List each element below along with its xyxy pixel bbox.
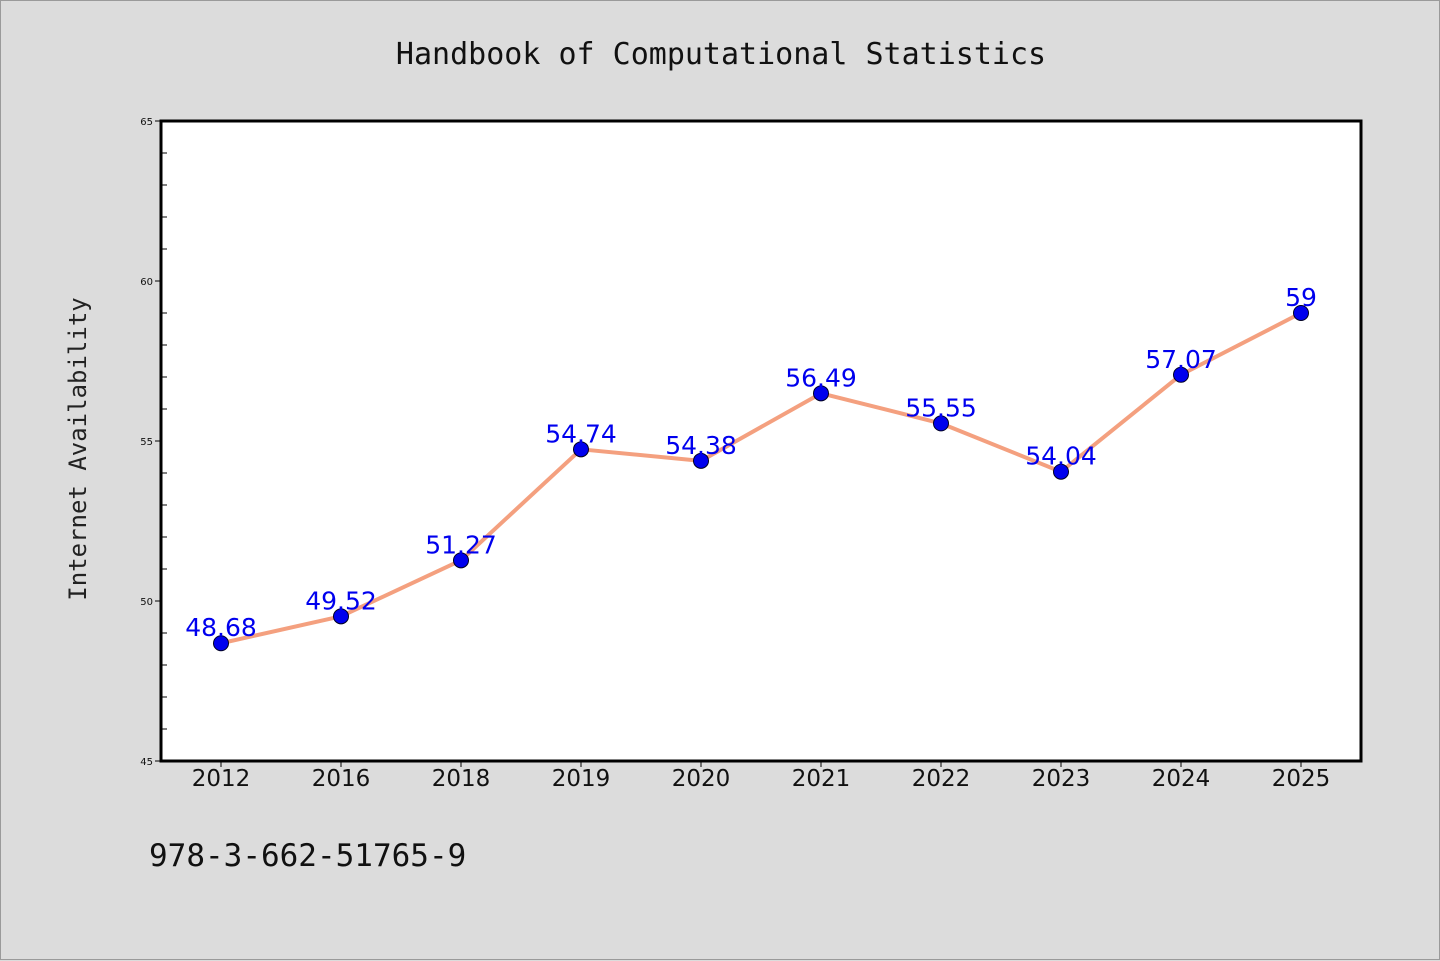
y-tick-label: 55 <box>140 437 153 448</box>
y-tick-label: 60 <box>140 277 153 288</box>
label-layer: 48.68 49.52 51.27 54.74 54.38 56.49 55.55 54.04… <box>185 283 1317 642</box>
data-label: 59 <box>1285 283 1317 312</box>
plot-area <box>159 119 1363 763</box>
marker-layer <box>213 305 1309 652</box>
data-label: 56.49 <box>785 363 857 392</box>
data-point-marker <box>573 441 589 458</box>
data-point-marker <box>813 385 829 402</box>
data-label: 48.68 <box>185 613 257 642</box>
x-tick-label: 2016 <box>312 766 371 792</box>
data-point-marker <box>333 608 349 625</box>
data-point-marker <box>933 415 949 432</box>
data-label: 54.04 <box>1025 442 1097 471</box>
data-label: 55.55 <box>905 393 977 422</box>
data-label: 54.74 <box>545 419 617 448</box>
data-label: 51.27 <box>425 530 497 559</box>
x-tick-label: 2021 <box>792 766 851 792</box>
data-label: 49.52 <box>305 586 377 615</box>
x-tick-label: 2025 <box>1272 766 1331 792</box>
data-point-marker <box>1293 305 1309 321</box>
data-point-marker <box>1053 463 1069 480</box>
data-point-marker <box>453 552 469 569</box>
y-axis-label: Internet Availability <box>64 297 92 600</box>
data-point-marker <box>213 635 229 652</box>
y-tick-label: 65 <box>140 117 153 128</box>
x-tick-label: 2012 <box>192 766 251 792</box>
chart-title: Handbook of Computational Statistics <box>396 37 1046 72</box>
x-tick-label: 2018 <box>432 766 491 792</box>
isbn-footer: 978-3-662-51765-9 <box>149 838 466 874</box>
x-tick-label: 2022 <box>912 766 971 792</box>
axes-layer: 45 50 55 60 65 2012 2016 2018 2019 2020 2021 2022 20… <box>140 117 1330 792</box>
data-label: 54.38 <box>665 431 737 460</box>
data-point-marker <box>1173 366 1189 383</box>
x-tick-label: 2020 <box>672 766 731 792</box>
x-tick-label: 2024 <box>1152 766 1211 792</box>
data-point-marker <box>693 452 709 469</box>
data-label: 57.07 <box>1145 345 1217 374</box>
x-tick-label: 2023 <box>1032 766 1091 792</box>
y-tick-label: 50 <box>140 597 153 608</box>
x-tick-label: 2019 <box>552 766 611 792</box>
line-layer <box>219 311 1303 646</box>
series-line <box>219 311 1303 646</box>
y-tick-label: 45 <box>140 757 153 768</box>
